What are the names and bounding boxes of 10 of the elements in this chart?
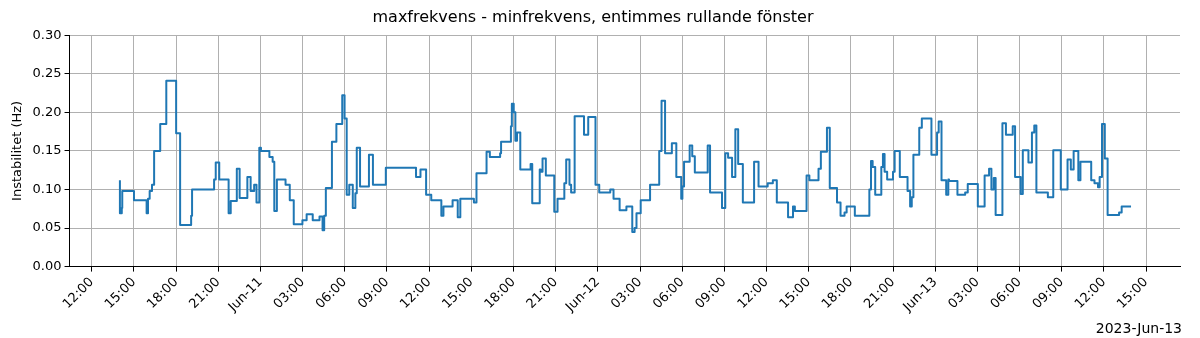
y-tick-label: 0.10 (32, 180, 62, 196)
y-tick-label: 0.20 (32, 103, 62, 119)
chart-title: maxfrekvens - minfrekvens, entimmes rullande fönster (372, 6, 814, 26)
y-tick-label: 0.30 (32, 26, 62, 42)
y-tick-label: 0.15 (32, 142, 62, 158)
text: 2023-Jun-13 (1095, 319, 1182, 336)
y-tick-label: 0.25 (32, 65, 62, 81)
y-tick-label: 0.05 (32, 219, 62, 235)
y-axis-title: Instabilitet (Hz) (9, 100, 25, 201)
y-tick-label: 0.00 (32, 257, 62, 273)
